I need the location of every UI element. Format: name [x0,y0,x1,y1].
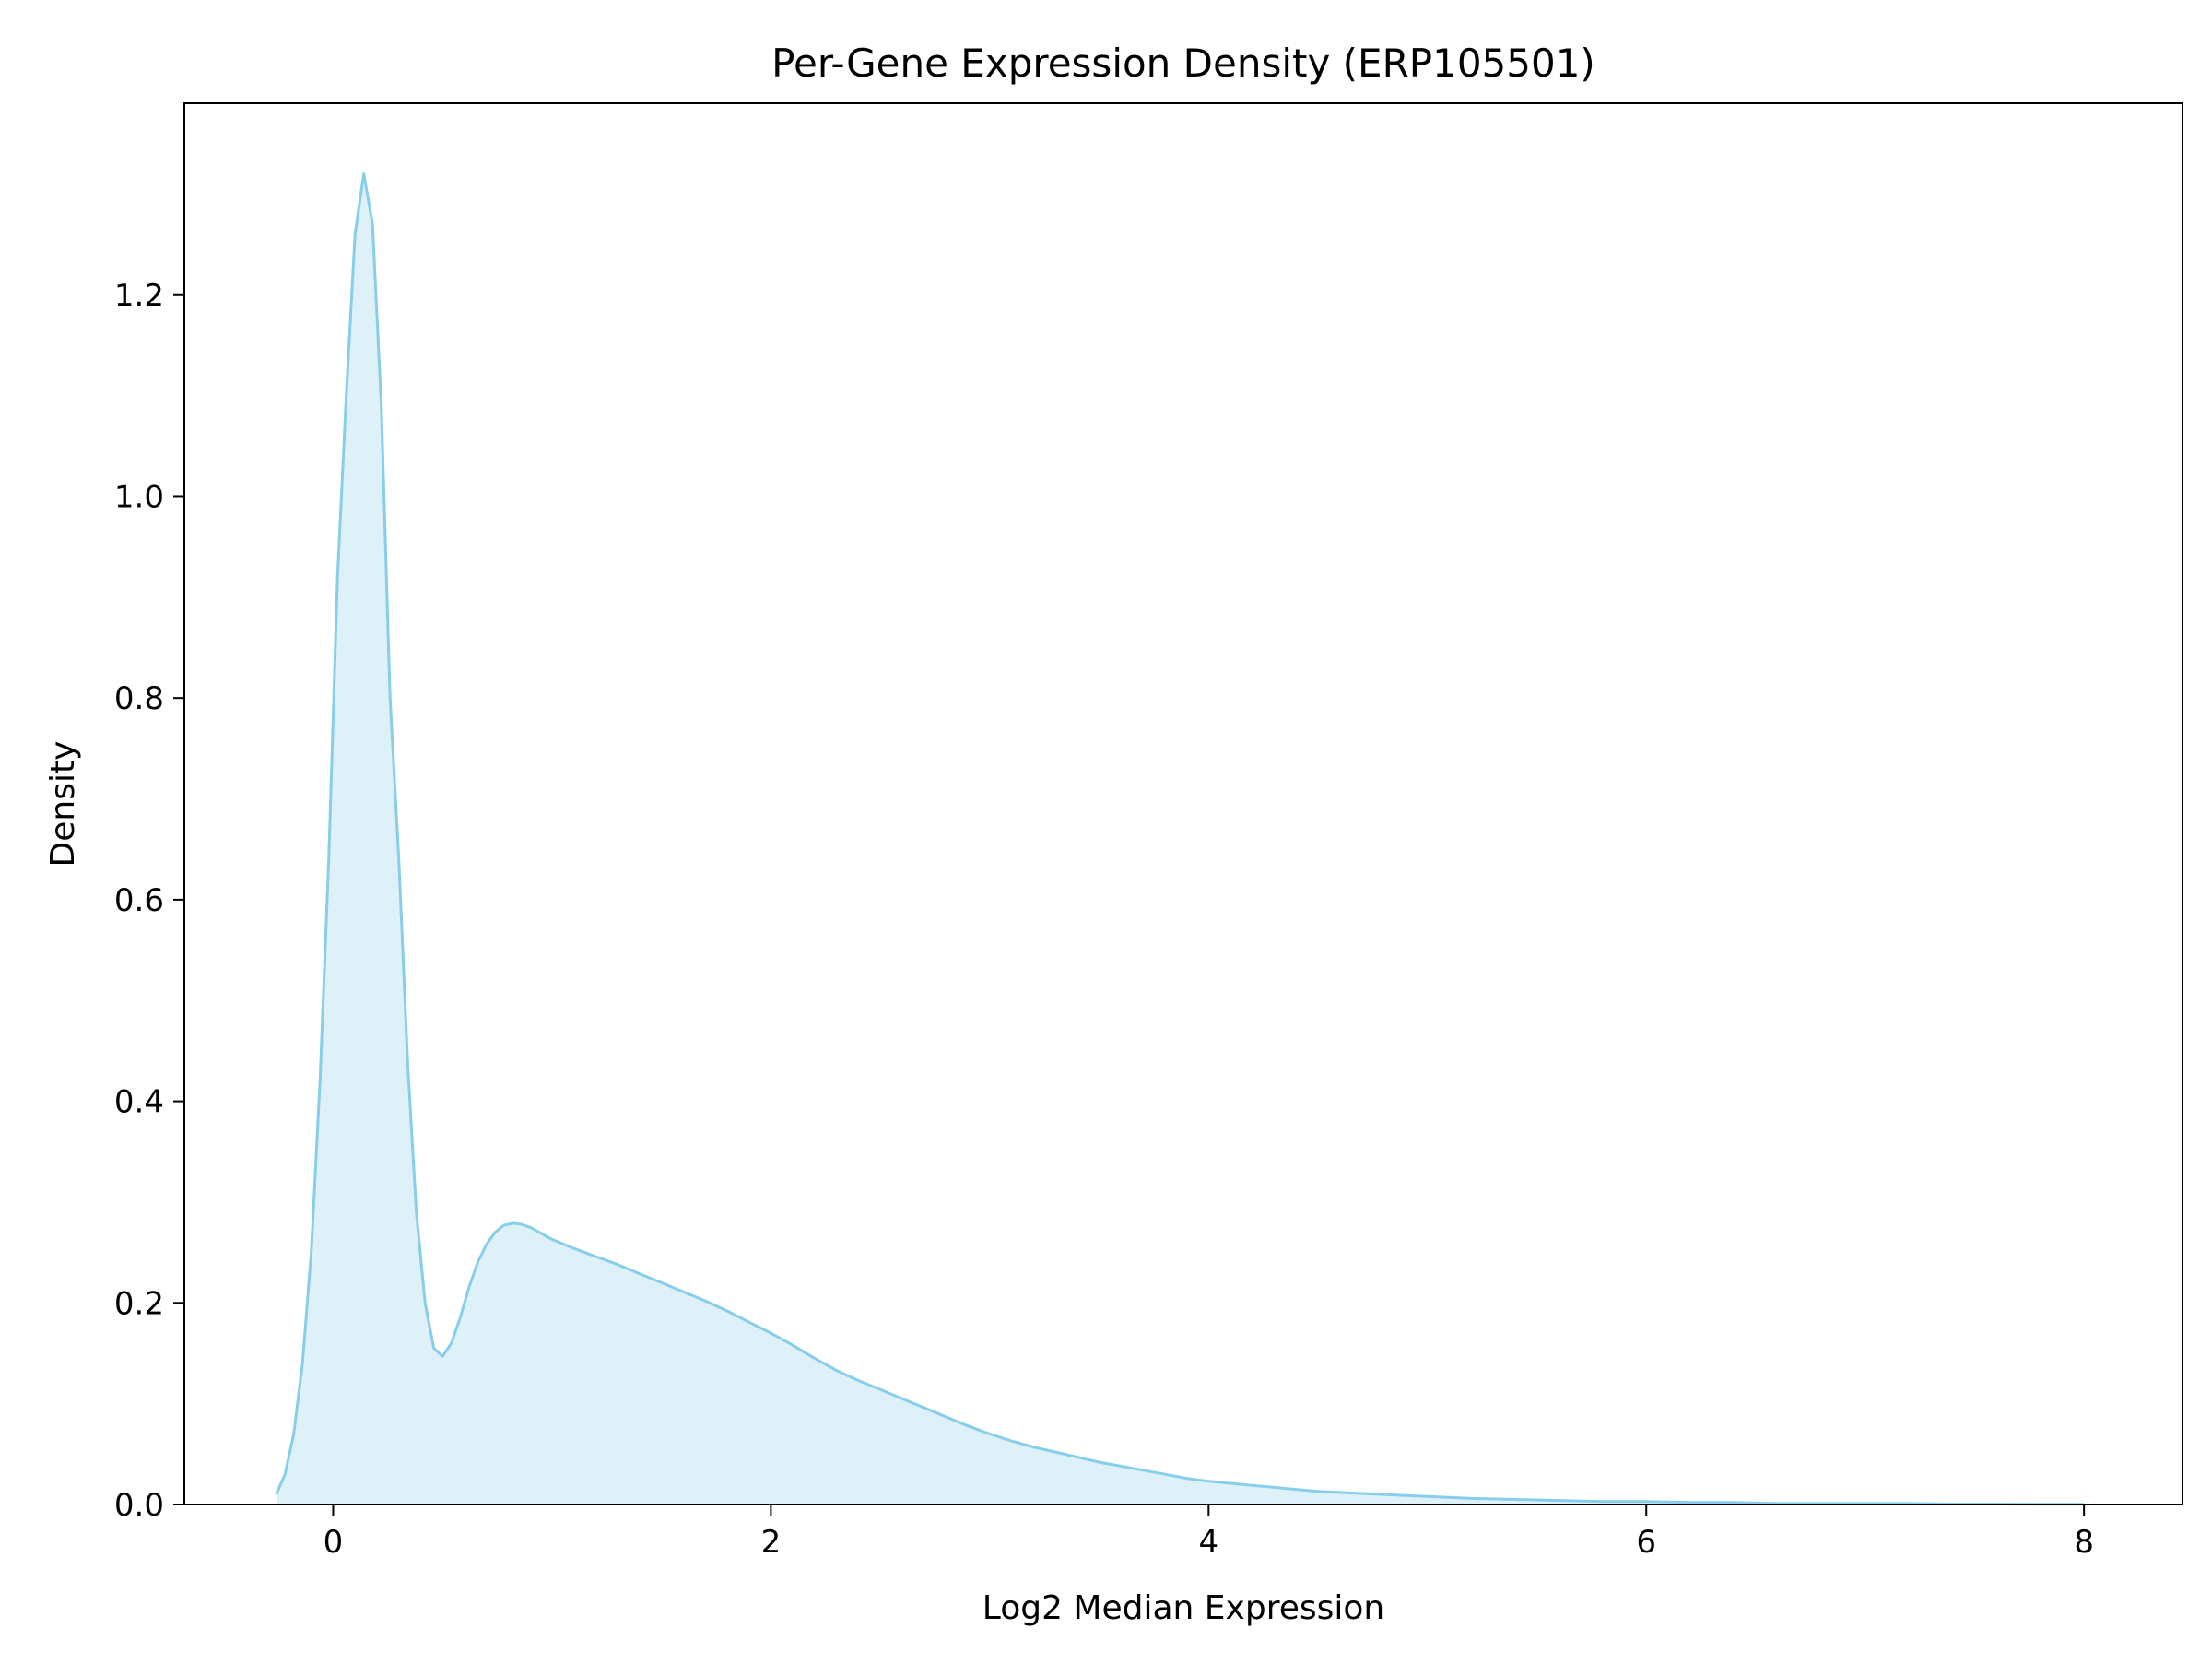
y-tick-label: 1.2 [114,277,164,314]
x-tick-label: 2 [761,1524,782,1561]
density-line [275,172,2085,1506]
y-tick-label: 1.0 [114,478,164,515]
plot-frame [183,102,2183,1505]
x-tick-label: 4 [1198,1524,1218,1561]
x-tick-label: 0 [324,1524,344,1561]
y-axis: 0.0 0.2 0.4 0.6 0.8 1.0 1.2 [114,277,184,1524]
plot-area [275,172,2085,1506]
x-axis: 0 2 4 6 8 [324,1505,2094,1561]
y-tick-label: 0.2 [114,1285,164,1322]
density-fill-area [276,173,2085,1505]
x-tick-label: 6 [1636,1524,1656,1561]
y-tick-label: 0.4 [114,1084,164,1121]
x-tick-label: 8 [2074,1524,2094,1561]
y-axis-title: Density [44,741,82,867]
y-tick-label: 0.0 [114,1487,164,1524]
chart-title: Per-Gene Expression Density (ERP105501) [771,41,1595,86]
y-tick-label: 0.8 [114,680,164,717]
x-axis-title: Log2 Median Expression [982,1589,1384,1627]
y-tick-label: 0.6 [114,882,164,919]
